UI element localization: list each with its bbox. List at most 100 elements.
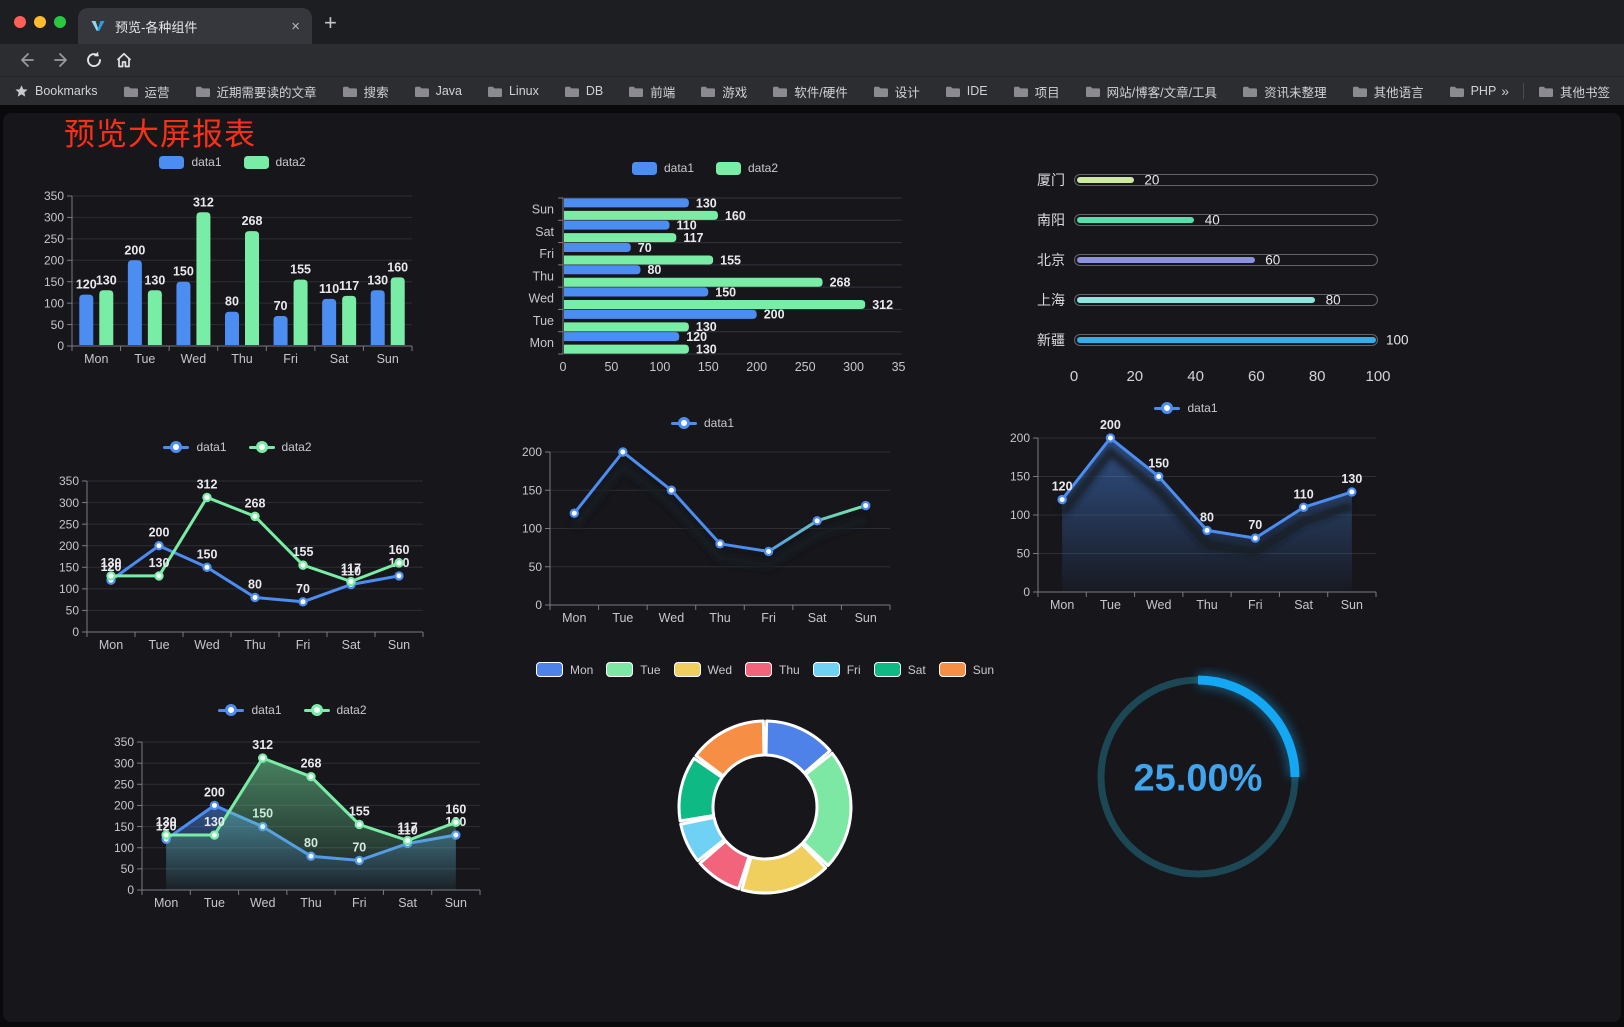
svg-text:300: 300 — [843, 360, 864, 374]
legend-item[interactable]: Wed — [673, 662, 732, 677]
legend-item[interactable]: data2 — [303, 703, 367, 717]
legend-item[interactable]: data1 — [218, 703, 282, 717]
svg-text:312: 312 — [252, 738, 273, 752]
new-tab-button[interactable]: + — [324, 10, 337, 35]
bookmarks-root[interactable]: Bookmarks — [14, 84, 98, 99]
bookmark-folder[interactable]: 运营 — [123, 82, 170, 101]
progress-row[interactable]: 新疆 100 — [1008, 320, 1409, 360]
progress-label: 南阳 — [1037, 212, 1065, 228]
gauge-chart[interactable]: 25.00% — [1088, 667, 1308, 887]
back-icon[interactable] — [16, 50, 36, 70]
progress-label: 北京 — [1037, 252, 1065, 268]
bar-series-data1: 120 200 150 80 70 110 130 — [76, 243, 388, 345]
svg-text:Fri: Fri — [761, 611, 776, 625]
other-bookmarks[interactable]: 其他书签 — [1538, 82, 1610, 101]
legend-item[interactable]: data1 — [159, 155, 222, 169]
bookmark-folder-label: 游戏 — [722, 85, 748, 100]
progress-value: 60 — [1265, 252, 1281, 268]
progress-fill — [1076, 256, 1255, 263]
double-area-line-chart[interactable]: data1 data2 0 50 100 150 200 250 300 350 Mon Tue Wed… — [100, 700, 485, 920]
bookmarks-overflow-chevron[interactable]: » — [1501, 83, 1509, 99]
area-line-chart[interactable]: data1 0 50 100 150 200 Mon Tue Wed Thu Fri Sat Sun 12… — [990, 400, 1382, 610]
bookmark-folder[interactable]: PHP — [1449, 84, 1496, 98]
legend-item[interactable]: Fri — [812, 662, 861, 677]
tab-close-icon[interactable]: × — [291, 17, 300, 35]
fullscreen-window-button[interactable] — [54, 16, 66, 28]
legend-item[interactable]: Mon — [535, 662, 594, 677]
svg-text:130: 130 — [149, 556, 170, 570]
bookmark-folder[interactable]: 资讯未整理 — [1242, 82, 1327, 101]
grouped-bar-chart[interactable]: data1 data2 0 50 100 150 200 250 300 350 Mon Tue Wed… — [40, 152, 425, 382]
legend-item[interactable]: data2 — [243, 155, 306, 169]
legend-item[interactable]: Thu — [745, 662, 800, 677]
svg-text:70: 70 — [274, 299, 288, 313]
bookmark-folder[interactable]: IDE — [945, 84, 988, 98]
gradient-line-chart[interactable]: data1 0 50 100 150 200 Mon Tue Wed Thu Fri Sat Sun — [505, 414, 900, 632]
svg-text:117: 117 — [397, 821, 417, 835]
bookmark-folder[interactable]: 游戏 — [700, 82, 747, 101]
donut-slice-Thu — [698, 839, 751, 891]
folder-icon — [487, 86, 502, 97]
progress-bar-chart[interactable]: 厦门 20 南阳 40 北京 60 上海 80 新疆 100 0 20 40 60 80 100 — [1008, 160, 1409, 388]
legend-item[interactable]: Tue — [606, 662, 661, 677]
legend-label: Mon — [569, 662, 594, 677]
svg-text:Tue: Tue — [612, 611, 633, 625]
line-series-data2: 130 130 312 268 155 117 160 — [101, 477, 409, 587]
close-window-button[interactable] — [14, 16, 26, 28]
svg-text:155: 155 — [290, 263, 311, 277]
legend-item[interactable]: data1 — [670, 416, 734, 430]
progress-row[interactable]: 厦门 20 — [1008, 160, 1400, 200]
horizontal-bar-chart[interactable]: data1 data2 Mon Tue Wed Thu Fri Sat Sun 0 50 100 150… — [505, 158, 905, 388]
bookmark-folder[interactable]: 项目 — [1013, 82, 1060, 101]
minimize-window-button[interactable] — [34, 16, 46, 28]
bookmark-folder[interactable]: 网站/博客/文章/工具 — [1085, 82, 1217, 101]
legend-item[interactable]: data1 — [631, 161, 694, 175]
progress-row[interactable]: 上海 80 — [1008, 280, 1400, 320]
forward-icon[interactable] — [52, 50, 72, 70]
legend-item[interactable]: data1 — [1154, 401, 1218, 415]
reload-icon[interactable] — [84, 50, 104, 70]
svg-text:130: 130 — [367, 273, 388, 287]
svg-text:Fri: Fri — [1248, 598, 1263, 610]
bookmark-folder[interactable]: 近期需要读的文章 — [195, 82, 317, 101]
legend-item[interactable]: Sun — [938, 662, 994, 677]
legend-swatch — [745, 662, 772, 677]
legend-swatch — [673, 662, 701, 677]
legend-item[interactable]: Sat — [873, 662, 926, 677]
bookmark-folder[interactable]: 前端 — [628, 82, 675, 101]
progress-row[interactable]: 南阳 40 — [1008, 200, 1400, 240]
bookmark-folder[interactable]: 软件/硬件 — [772, 82, 848, 101]
bookmark-folder[interactable]: 其他语言 — [1352, 82, 1424, 101]
svg-text:Wed: Wed — [194, 638, 220, 652]
progress-row[interactable]: 北京 60 — [1008, 240, 1400, 280]
legend-swatch — [243, 155, 269, 169]
home-icon[interactable] — [114, 50, 134, 70]
svg-text:Mon: Mon — [154, 896, 178, 910]
svg-text:312: 312 — [872, 298, 893, 312]
bookmark-folder[interactable]: DB — [564, 84, 603, 98]
bookmark-folder-label: 搜索 — [363, 85, 389, 100]
progress-track: 80 — [1074, 293, 1378, 308]
svg-text:80: 80 — [248, 577, 262, 591]
bookmark-folder[interactable]: 设计 — [873, 82, 920, 101]
legend-item[interactable]: data2 — [716, 161, 778, 175]
gauge-progress-arc — [1197, 675, 1300, 778]
axis-tick-label: 20 — [1126, 368, 1144, 385]
progress-fill — [1076, 176, 1134, 183]
bookmark-folder[interactable]: Linux — [487, 84, 539, 98]
folder-icon — [123, 86, 138, 97]
bookmark-folder-label: 设计 — [894, 85, 920, 100]
site-favicon-icon — [91, 21, 105, 31]
legend-item[interactable]: data1 — [163, 440, 227, 454]
svg-text:Thu: Thu — [244, 638, 266, 652]
line-plot: 0 50 100 150 200 250 300 350 Mon Tue Wed Thu Fri Sat S… — [59, 474, 424, 652]
svg-text:Wed: Wed — [1146, 598, 1172, 610]
legend-item[interactable]: data2 — [248, 440, 312, 454]
bookmark-folder-label: 运营 — [144, 85, 170, 100]
bookmark-folder[interactable]: Java — [414, 84, 462, 98]
bookmark-folder[interactable]: 搜索 — [342, 82, 389, 101]
svg-text:110: 110 — [397, 823, 417, 837]
browser-tab[interactable]: 预览-各种组件 × — [78, 8, 312, 44]
line-chart-two-series[interactable]: data1 data2 0 50 100 150 200 250 300 350 Mon Tue Wed… — [45, 437, 430, 658]
donut-chart[interactable] — [672, 712, 858, 898]
